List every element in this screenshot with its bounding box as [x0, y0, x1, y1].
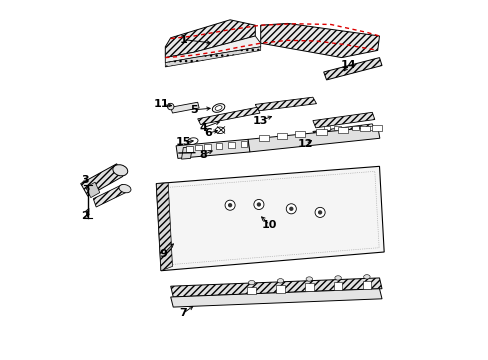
Circle shape — [314, 207, 325, 217]
Polygon shape — [260, 23, 379, 58]
Ellipse shape — [215, 105, 222, 111]
Polygon shape — [93, 184, 125, 207]
Bar — [215, 143, 222, 149]
Text: 13: 13 — [252, 116, 268, 126]
Polygon shape — [181, 147, 192, 159]
Polygon shape — [165, 47, 260, 67]
Bar — [316, 129, 326, 135]
Polygon shape — [312, 112, 374, 128]
Bar — [305, 283, 313, 291]
Bar — [276, 133, 286, 139]
Polygon shape — [156, 183, 172, 271]
Bar — [362, 281, 370, 289]
Text: 2: 2 — [81, 211, 89, 221]
Ellipse shape — [305, 277, 312, 281]
Ellipse shape — [215, 127, 224, 134]
Text: 6: 6 — [204, 128, 212, 138]
Circle shape — [317, 210, 322, 215]
Polygon shape — [323, 58, 381, 80]
Ellipse shape — [119, 184, 131, 193]
Polygon shape — [165, 20, 255, 58]
Bar — [276, 285, 284, 293]
Circle shape — [256, 202, 261, 207]
Text: 15: 15 — [175, 137, 191, 147]
Ellipse shape — [167, 103, 174, 110]
Circle shape — [224, 200, 235, 210]
Polygon shape — [197, 107, 260, 125]
Polygon shape — [170, 278, 381, 297]
Polygon shape — [312, 124, 374, 138]
Ellipse shape — [113, 165, 127, 176]
Text: 7: 7 — [179, 308, 187, 318]
Text: 9: 9 — [159, 249, 167, 259]
Bar — [359, 126, 369, 131]
Bar — [195, 145, 201, 150]
Text: 5: 5 — [190, 105, 198, 115]
Circle shape — [285, 204, 296, 214]
Text: 1: 1 — [179, 35, 187, 45]
Bar — [366, 126, 373, 130]
Text: 3: 3 — [81, 175, 89, 185]
Bar — [247, 287, 256, 294]
Text: 4: 4 — [199, 123, 206, 133]
Ellipse shape — [363, 275, 369, 279]
Ellipse shape — [187, 138, 198, 144]
Text: 10: 10 — [262, 220, 277, 230]
Text: 11: 11 — [154, 99, 169, 109]
Polygon shape — [170, 289, 381, 307]
Polygon shape — [176, 139, 249, 158]
Bar — [333, 282, 342, 290]
Bar — [334, 126, 340, 130]
Bar — [337, 127, 347, 133]
Text: 14: 14 — [341, 60, 356, 70]
Bar — [204, 144, 210, 150]
Ellipse shape — [334, 276, 341, 280]
Circle shape — [227, 203, 232, 207]
Bar — [186, 146, 192, 152]
Polygon shape — [156, 166, 384, 271]
Circle shape — [253, 199, 264, 210]
Ellipse shape — [277, 279, 283, 283]
Polygon shape — [165, 36, 260, 63]
Polygon shape — [86, 182, 100, 198]
Bar — [323, 126, 329, 130]
Bar — [258, 135, 268, 141]
Ellipse shape — [248, 280, 254, 285]
Bar — [371, 125, 382, 131]
Polygon shape — [247, 127, 379, 152]
Bar — [228, 142, 234, 148]
Text: 12: 12 — [297, 139, 313, 149]
Bar — [294, 131, 305, 137]
Bar — [352, 126, 358, 130]
Text: 8: 8 — [199, 150, 206, 160]
Ellipse shape — [212, 104, 224, 112]
Polygon shape — [255, 97, 316, 111]
Polygon shape — [170, 102, 199, 113]
Bar — [241, 141, 247, 147]
Circle shape — [288, 207, 293, 211]
Polygon shape — [81, 164, 122, 196]
